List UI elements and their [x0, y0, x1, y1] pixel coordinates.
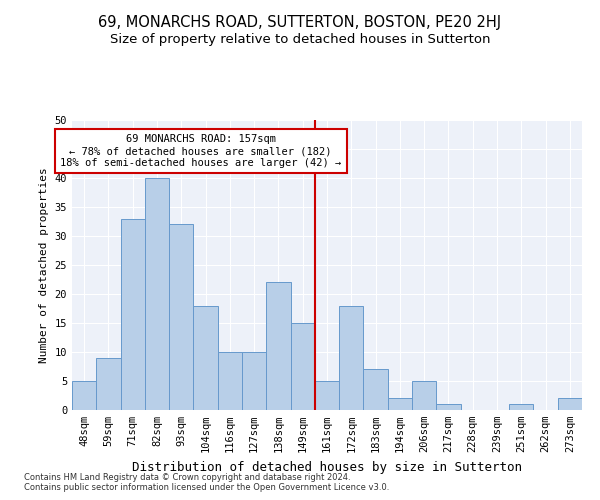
Text: Size of property relative to detached houses in Sutterton: Size of property relative to detached ho…	[110, 32, 490, 46]
Bar	[145, 178, 169, 410]
Bar	[558, 398, 582, 410]
Bar	[388, 398, 412, 410]
Bar	[436, 404, 461, 410]
Bar	[72, 381, 96, 410]
Text: Contains HM Land Registry data © Crown copyright and database right 2024.: Contains HM Land Registry data © Crown c…	[24, 474, 350, 482]
Bar	[315, 381, 339, 410]
X-axis label: Distribution of detached houses by size in Sutterton: Distribution of detached houses by size …	[132, 460, 522, 473]
Bar	[193, 306, 218, 410]
Bar	[339, 306, 364, 410]
Bar	[96, 358, 121, 410]
Bar	[121, 218, 145, 410]
Bar	[266, 282, 290, 410]
Bar	[364, 370, 388, 410]
Bar	[509, 404, 533, 410]
Bar	[218, 352, 242, 410]
Y-axis label: Number of detached properties: Number of detached properties	[39, 167, 49, 363]
Text: 69 MONARCHS ROAD: 157sqm
← 78% of detached houses are smaller (182)
18% of semi-: 69 MONARCHS ROAD: 157sqm ← 78% of detach…	[60, 134, 341, 168]
Text: 69, MONARCHS ROAD, SUTTERTON, BOSTON, PE20 2HJ: 69, MONARCHS ROAD, SUTTERTON, BOSTON, PE…	[98, 15, 502, 30]
Bar	[290, 323, 315, 410]
Bar	[169, 224, 193, 410]
Bar	[242, 352, 266, 410]
Text: Contains public sector information licensed under the Open Government Licence v3: Contains public sector information licen…	[24, 484, 389, 492]
Bar	[412, 381, 436, 410]
